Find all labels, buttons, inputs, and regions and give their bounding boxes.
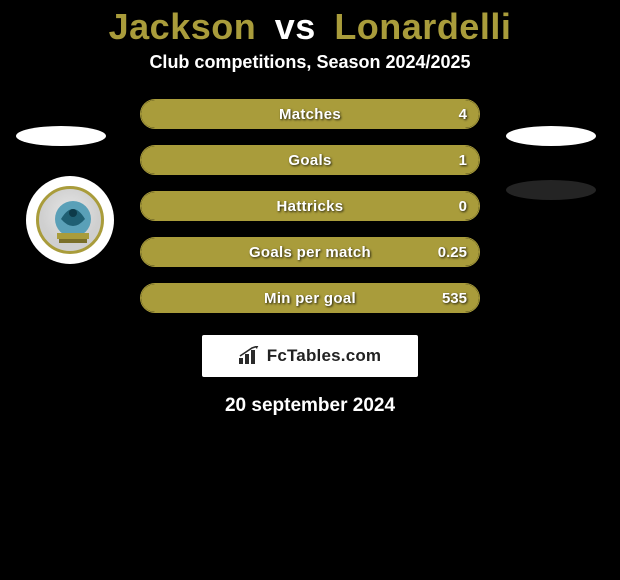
- stat-row: Hattricks0: [140, 191, 480, 221]
- stat-row: Goals per match0.25: [140, 237, 480, 267]
- stat-row: Min per goal535: [140, 283, 480, 313]
- stat-row: Matches4: [140, 99, 480, 129]
- stat-row: Goals1: [140, 145, 480, 175]
- stat-value: 535: [442, 284, 467, 312]
- stat-label: Goals per match: [141, 238, 479, 266]
- stat-label: Min per goal: [141, 284, 479, 312]
- player-ellipse-left: [16, 126, 106, 146]
- stat-value: 0.25: [438, 238, 467, 266]
- bar-chart-icon: [239, 346, 261, 366]
- stat-value: 4: [459, 100, 467, 128]
- title-vs: vs: [275, 6, 316, 47]
- fctables-badge[interactable]: FcTables.com: [202, 335, 418, 377]
- page-title: Jackson vs Lonardelli: [0, 0, 620, 52]
- stat-label: Hattricks: [141, 192, 479, 220]
- player-ellipse-right-shadow: [506, 180, 596, 200]
- stat-value: 0: [459, 192, 467, 220]
- stats-table: Matches4Goals1Hattricks0Goals per match0…: [140, 99, 480, 313]
- date-label: 20 september 2024: [0, 395, 620, 417]
- player-ellipse-right: [506, 126, 596, 146]
- stat-value: 1: [459, 146, 467, 174]
- title-player-b: Lonardelli: [334, 6, 511, 47]
- stat-label: Goals: [141, 146, 479, 174]
- title-player-a: Jackson: [109, 6, 257, 47]
- subtitle: Club competitions, Season 2024/2025: [0, 52, 620, 73]
- stat-label: Matches: [141, 100, 479, 128]
- club-badge: [26, 176, 114, 264]
- fctables-label: FcTables.com: [267, 346, 382, 366]
- club-badge-icon: [36, 186, 104, 254]
